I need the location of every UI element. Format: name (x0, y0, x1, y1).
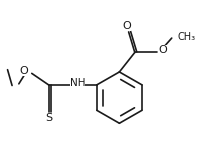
Text: O: O (19, 66, 28, 76)
Text: O: O (158, 45, 167, 55)
Text: O: O (122, 21, 131, 31)
Text: S: S (45, 113, 53, 123)
Text: NH: NH (70, 78, 85, 88)
Text: CH₃: CH₃ (178, 32, 196, 42)
